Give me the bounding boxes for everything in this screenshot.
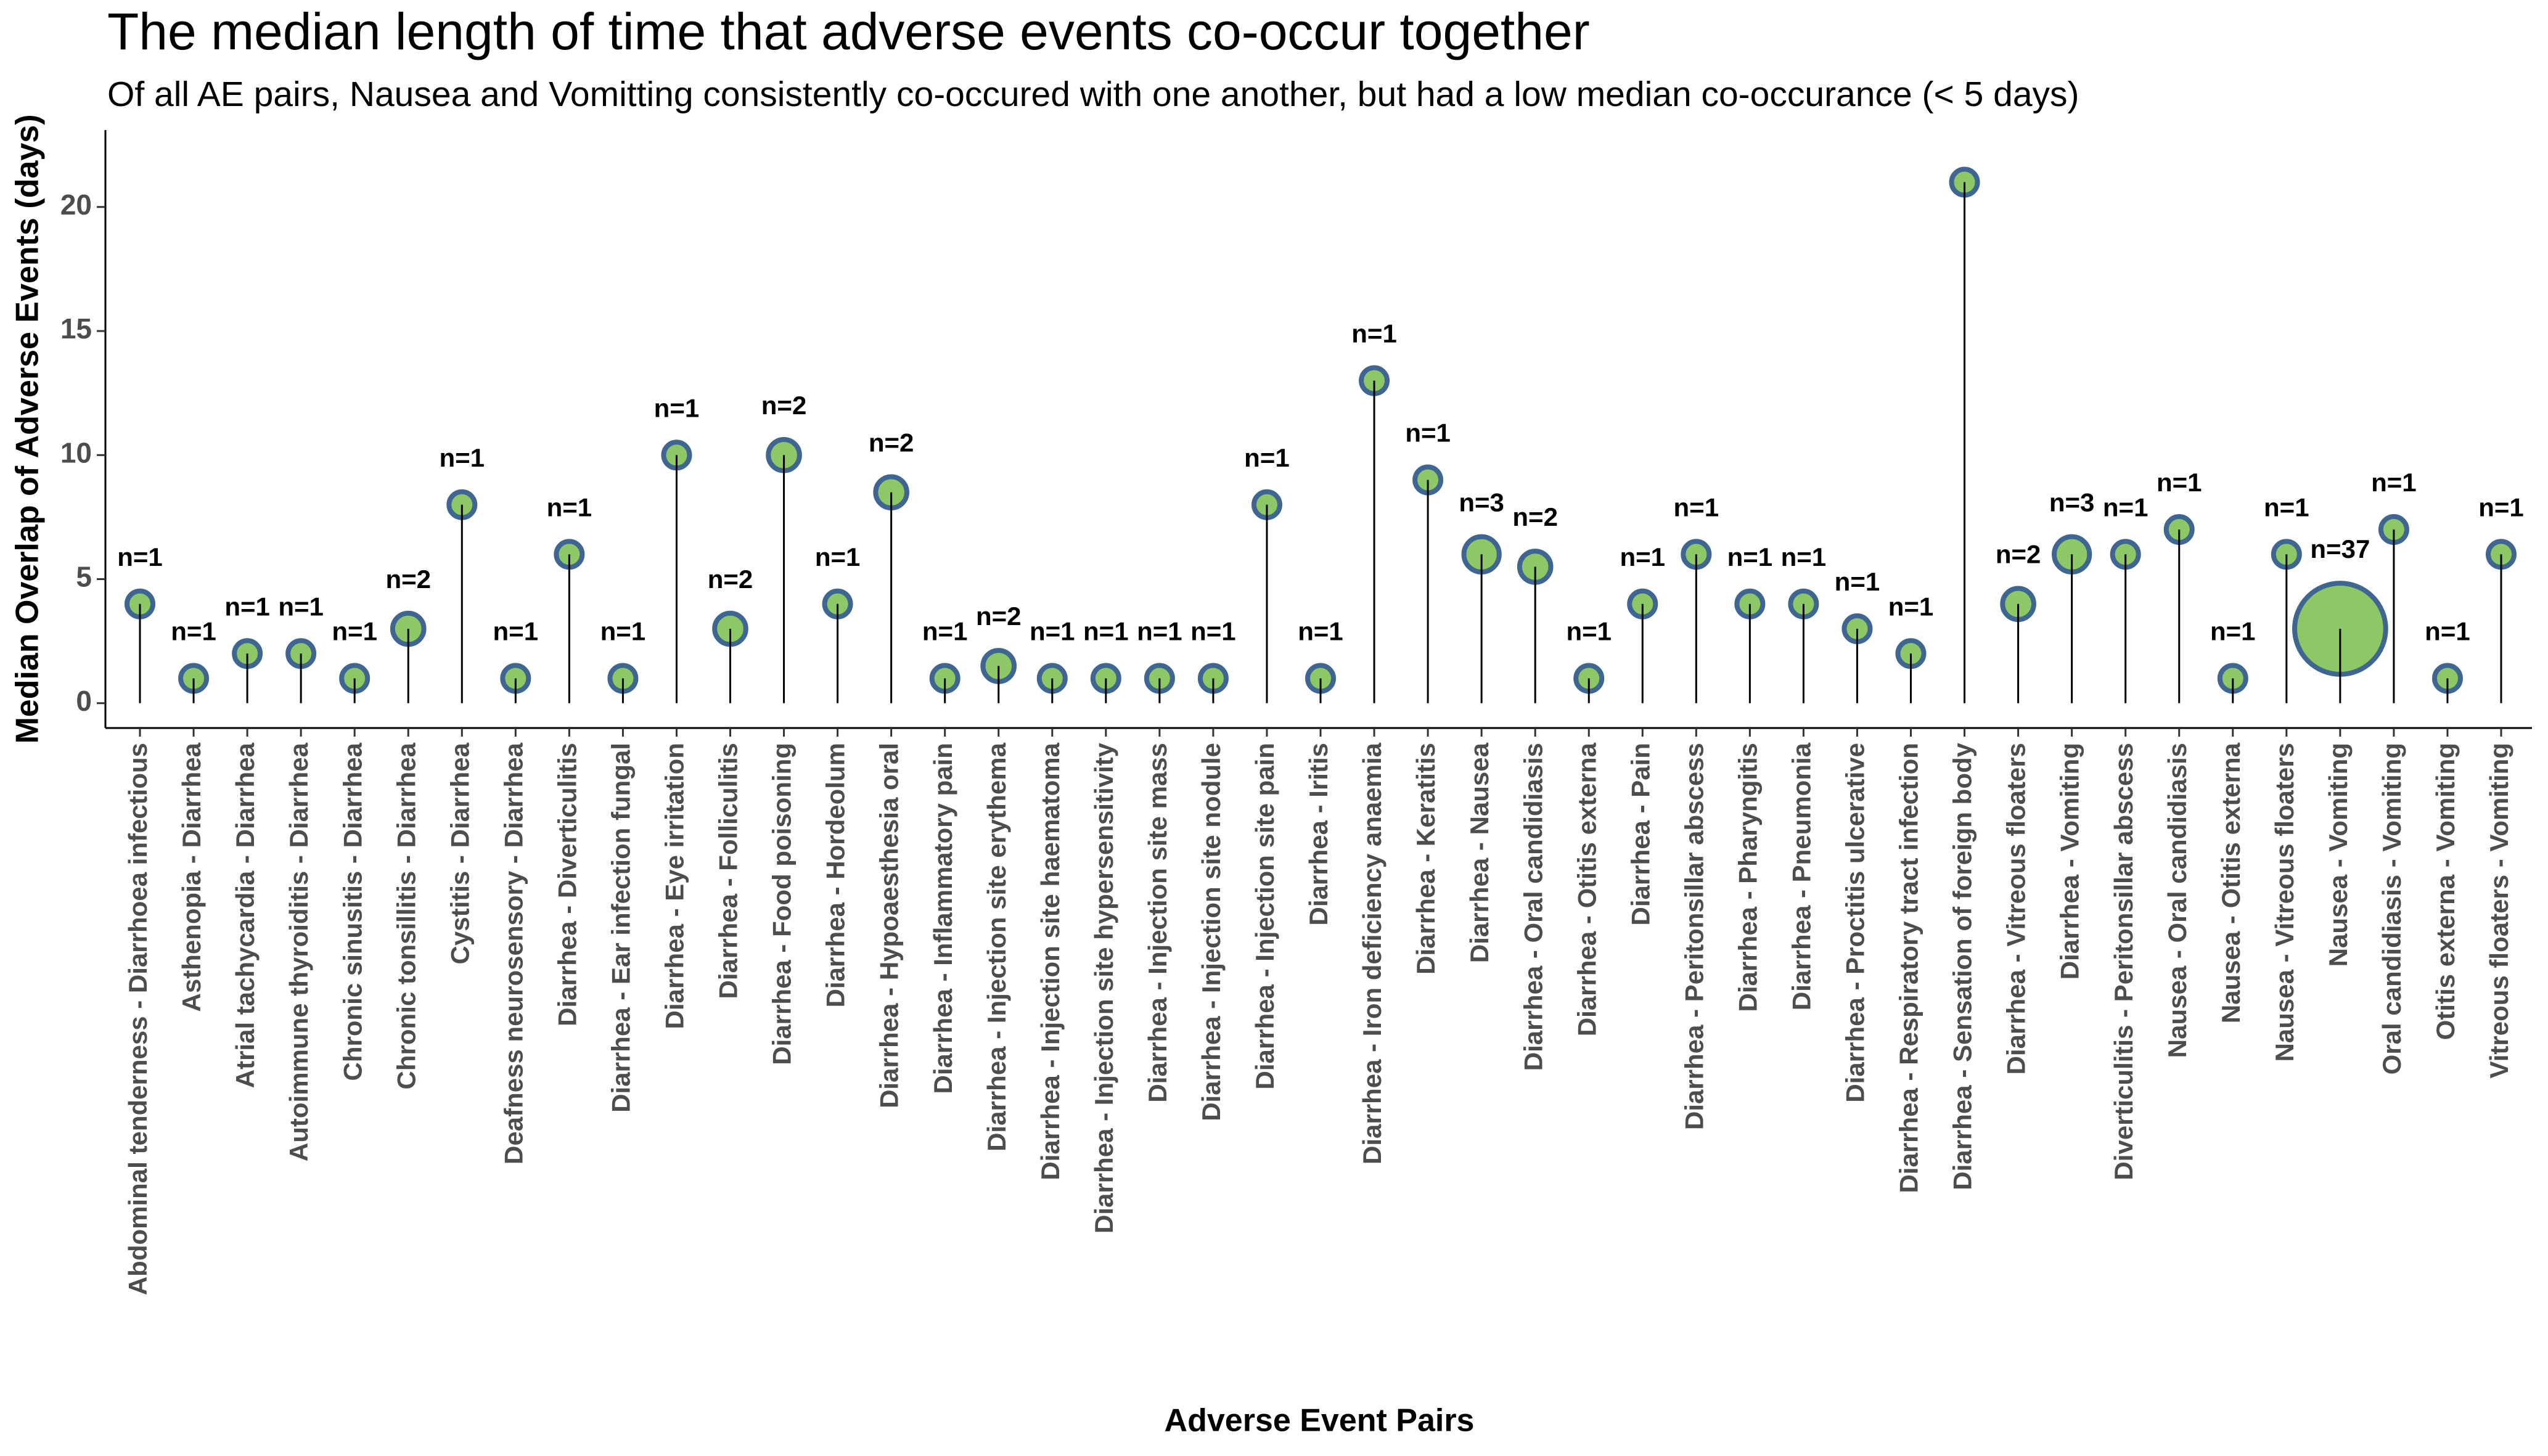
size-label: n=1 [224,592,270,621]
x-tick-label: Autoimmune thyroiditis - Diarrhea [284,742,313,1161]
x-tick-label: Cystitis - Diarrhea [445,742,474,964]
size-label: n=1 [1030,617,1075,646]
x-tick-label: Nausea - Otitis externa [2216,742,2245,1023]
x-tick-label: Deafness neurosensory - Diarrhea [499,742,528,1164]
size-label: n=1 [1244,443,1290,472]
y-tick-label: 15 [60,313,92,345]
x-tick-label: Diarrhea - Sensation of foreign body [1948,742,1977,1190]
x-tick-label: Diarrhea - Vomiting [2055,743,2084,980]
y-tick-label: 20 [60,189,92,221]
x-tick-label: Diarrhea - Pharyngitis [1733,743,1762,1012]
x-tick-label: Nausea - Vitreous floaters [2270,743,2299,1061]
size-label: n=1 [493,617,539,646]
size-label: n=1 [2264,493,2309,521]
y-tick-label: 0 [76,685,92,717]
x-tick-label: Diarrhea - Injection site nodule [1197,743,1226,1121]
x-tick-label: Otitis externa - Vomiting [2431,743,2460,1040]
x-tick-label: Diarrhea - Keratitis [1411,743,1440,975]
size-label: n=1 [815,542,861,571]
size-label: n=3 [1459,488,1504,517]
size-label: n=1 [1298,617,1343,646]
size-label: n=2 [1996,540,2041,569]
x-tick-label: Asthenopia - Diarrhea [177,742,206,1012]
size-label: n=1 [1137,617,1182,646]
x-tick-label: Diarrhea - Respiratory tract infection [1895,743,1923,1193]
x-tick-label: Diarrhea - Injection site haematoma [1036,742,1065,1180]
size-label: n=3 [2049,488,2095,517]
x-tick-label: Oral candidiasis - Vomiting [2377,743,2406,1074]
size-label: n=1 [1566,617,1612,646]
x-tick-label: Diarrhea - Proctitis ulcerative [1841,743,1870,1103]
x-tick-label: Diarrhea - Hypoaesthesia oral [875,743,904,1108]
x-tick-label: Diarrhea - Folliculitis [714,743,743,999]
x-tick-label: Diarrhea - Oral candidiasis [1518,743,1547,1071]
size-label: n=2 [869,428,914,457]
size-label: n=1 [2371,468,2417,497]
x-tick-label: Nausea - Vomiting [2324,743,2353,967]
size-label: n=1 [171,617,216,646]
size-label: n=1 [547,493,592,521]
size-label: n=1 [2210,617,2256,646]
x-tick-label: Chronic tonsillitis - Diarrhea [391,742,420,1089]
x-tick-label: Diarrhea - Otitis externa [1572,742,1601,1036]
x-tick-label: Diarrhea - Eye irritation [660,743,689,1029]
x-tick-label: Diarrhea - Iron deficiency anaemia [1358,742,1387,1164]
size-label: n=2 [976,602,1022,631]
x-tick-label: Diarrhea - Injection site pain [1250,743,1279,1089]
x-tick-label: Diarrhea - Food poisoning [768,743,797,1065]
x-tick-label: Chronic sinusitis - Diarrhea [338,742,367,1081]
size-label: n=1 [1674,493,1719,521]
x-tick-label: Atrial tachycardia - Diarrhea [231,742,260,1088]
x-tick-label: Diarrhea - Hordeolum [821,743,850,1007]
size-label: n=1 [600,617,646,646]
y-axis-title: Median Overlap of Adverse Events (days) [10,114,46,743]
x-tick-label: Diarrhea - Injection site erythema [982,742,1011,1151]
x-tick-label: Diarrhea - Vitreous floaters [2002,743,2031,1074]
x-tick-label: Abdominal tenderness - Diarrhoea infecti… [123,743,152,1295]
size-label: n=1 [278,592,324,621]
size-label: n=1 [2425,617,2470,646]
x-axis-title: Adverse Event Pairs [1165,1403,1475,1439]
x-tick-label: Diarrhea - Nausea [1465,742,1494,963]
x-tick-label: Diarrhea - Peritonsillar abscess [1679,743,1708,1130]
x-tick-label: Nausea - Oral candidiasis [2163,743,2192,1058]
size-label: n=1 [1727,542,1773,571]
x-tick-label: Diarrhea - Pain [1626,743,1655,925]
y-tick-label: 10 [60,436,92,468]
size-label: n=2 [385,565,431,594]
size-label: n=1 [922,617,968,646]
x-tick-label: Diarrhea - Iritis [1304,743,1333,925]
size-label: n=1 [1083,617,1129,646]
x-tick-label: Diverticulitis - Peritonsillar abscess [2109,743,2138,1180]
size-label: n=2 [1512,502,1558,531]
size-label: n=1 [2157,468,2202,497]
size-label: n=1 [2478,493,2524,521]
y-tick-label: 5 [76,561,92,593]
size-label: n=1 [1190,617,1236,646]
x-tick-label: Diarrhea - Inflammatory pain [928,743,957,1094]
size-label: n=1 [2103,493,2149,521]
x-tick-label: Diarrhea - Injection site hypersensitivi… [1089,742,1118,1233]
x-tick-label: Diarrhea - Diverticulitis [552,743,581,1026]
x-tick-label: Diarrhea - Ear infection fungal [607,743,636,1113]
size-label: n=1 [332,617,377,646]
x-tick-label: Diarrhea - Pneumonia [1787,742,1816,1010]
size-label: n=1 [117,542,163,571]
size-label: n=2 [708,565,753,594]
x-tick-label: Diarrhea - Injection site mass [1143,743,1172,1103]
chart-subtitle: Of all AE pairs, Nausea and Vomitting co… [107,75,2079,114]
size-label: n=1 [1835,567,1880,596]
size-label: n=1 [439,443,485,472]
chart-title: The median length of time that adverse e… [107,2,1590,60]
size-label: n=1 [1620,542,1665,571]
size-label: n=1 [654,393,700,422]
size-label: n=1 [1405,419,1451,448]
size-label: n=1 [1781,542,1827,571]
size-label: n=2 [761,391,807,420]
size-label: n=1 [1888,592,1934,621]
x-tick-label: Vitreous floaters - Vomiting [2485,743,2513,1079]
size-label: n=37 [2310,534,2370,563]
size-label: n=1 [1351,319,1397,348]
